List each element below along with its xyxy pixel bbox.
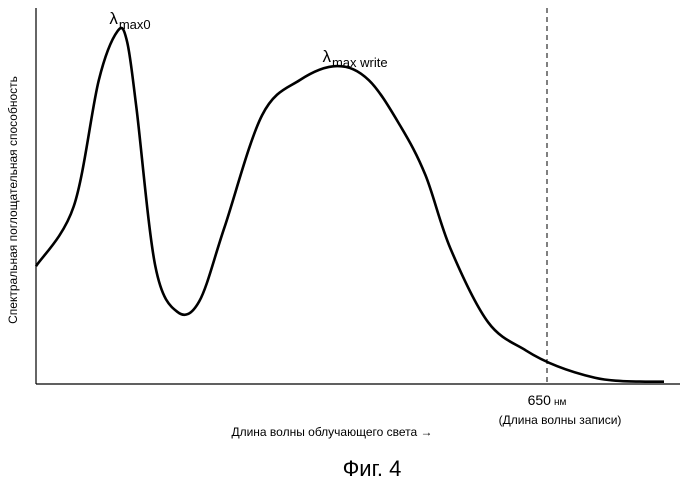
peak-label-max0-subscript: max0 bbox=[119, 17, 151, 32]
plot-layer bbox=[35, 28, 665, 383]
marker-value-label: 650нм bbox=[528, 392, 567, 408]
peak-label-max-write-symbol: λ bbox=[322, 47, 331, 66]
peak-label-max0-symbol: λ bbox=[109, 9, 118, 28]
peak-label-max-write-subscript: max write bbox=[332, 55, 388, 70]
x-axis-label: Длина волны облучающего света → bbox=[231, 425, 432, 439]
figure-caption: Фиг. 4 bbox=[343, 456, 402, 481]
peak-label-max0: λmax0 bbox=[109, 9, 150, 32]
peak-label-max-write: λmax write bbox=[322, 47, 387, 70]
marker-value: 650 bbox=[528, 392, 552, 408]
marker-unit: нм bbox=[554, 397, 567, 408]
spectrum-curve-line bbox=[36, 28, 664, 382]
marker-sublabel: (Длина волны записи) bbox=[499, 413, 622, 427]
y-axis-label: Спектральная поглощательная способность bbox=[6, 76, 20, 324]
